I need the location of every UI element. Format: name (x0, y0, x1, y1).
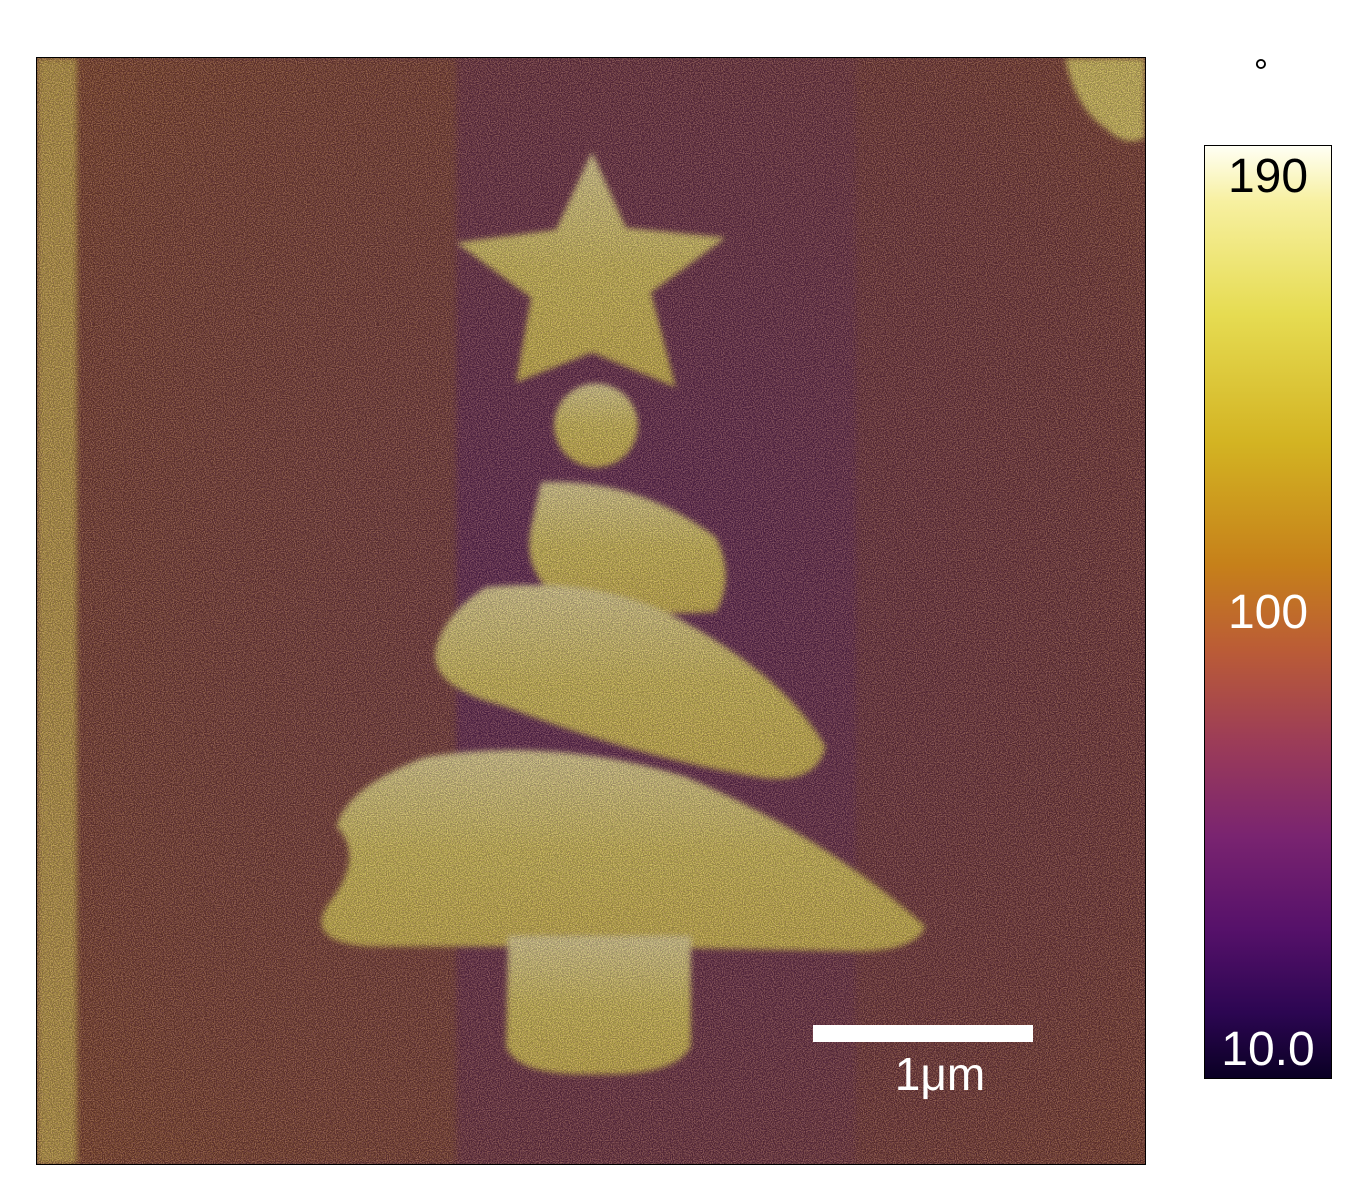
afm-phase-image (36, 57, 1146, 1165)
colorbar-unit: ° (1253, 51, 1269, 92)
colorbar-mid-label: 100 (1227, 586, 1309, 639)
christmas-tree-pattern-icon (37, 58, 1145, 1164)
scale-bar-label: 1μm (894, 1048, 986, 1100)
colorbar (1204, 145, 1332, 1079)
grain-overlay-bright (37, 58, 1145, 1164)
colorbar-max-label: 190 (1227, 150, 1309, 203)
scale-bar (813, 1025, 1033, 1042)
colorbar-min-label: 10.0 (1221, 1023, 1315, 1076)
